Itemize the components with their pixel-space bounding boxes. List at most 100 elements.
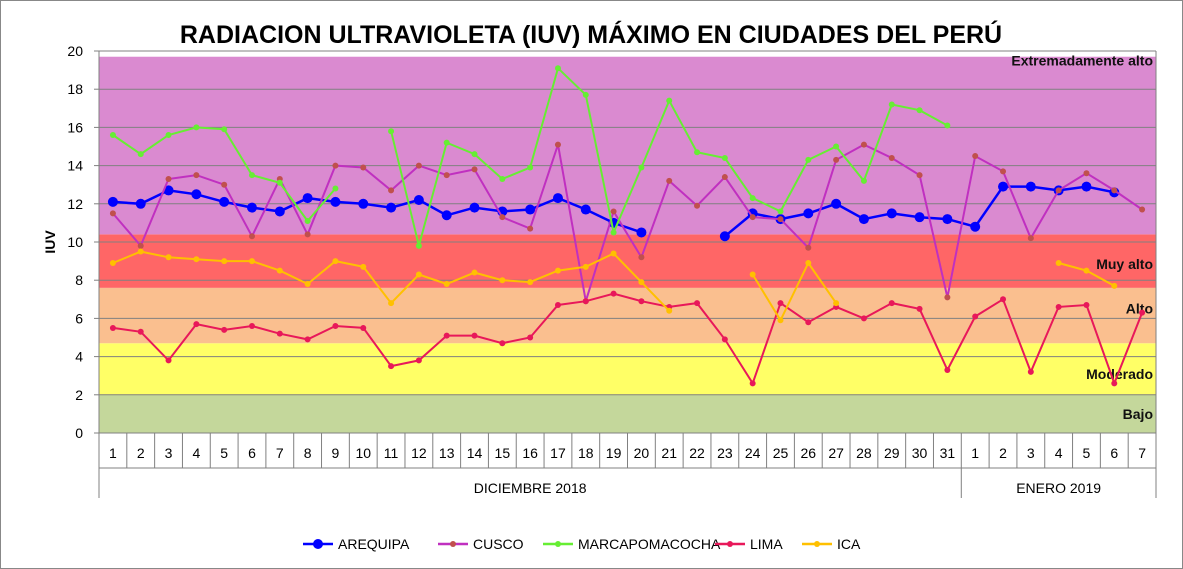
x-tick-label: 14	[467, 445, 483, 461]
x-tick-label: 10	[355, 445, 371, 461]
data-point-arequipa	[274, 206, 285, 217]
data-point-ica	[777, 317, 784, 324]
data-point-ica	[1083, 267, 1090, 274]
data-point-arequipa	[525, 204, 536, 215]
data-point-arequipa	[191, 189, 202, 200]
data-point-lima	[860, 315, 867, 322]
data-point-marcapomacocha	[805, 156, 812, 163]
x-tick-label: 30	[912, 445, 928, 461]
data-point-lima	[248, 323, 255, 330]
x-tick-label: 8	[304, 445, 312, 461]
data-point-lima	[443, 332, 450, 339]
data-point-cusco	[833, 156, 840, 163]
x-tick-label: 18	[578, 445, 594, 461]
data-point-lima	[610, 290, 617, 297]
data-point-cusco	[137, 242, 144, 249]
data-point-lima	[1027, 368, 1034, 375]
data-point-cusco	[499, 214, 506, 221]
data-point-marcapomacocha	[554, 65, 561, 72]
data-point-lima	[916, 305, 923, 312]
data-point-lima	[527, 334, 534, 341]
x-tick-label: 15	[495, 445, 511, 461]
y-tick-label: 6	[75, 310, 83, 326]
data-point-cusco	[972, 153, 979, 160]
data-point-arequipa	[386, 202, 397, 213]
data-point-arequipa	[413, 194, 424, 205]
data-point-arequipa	[358, 198, 369, 209]
data-point-cusco	[1111, 187, 1118, 194]
data-point-marcapomacocha	[527, 164, 534, 171]
data-point-ica	[276, 267, 283, 274]
data-point-cusco	[638, 254, 645, 261]
x-group-label: DICIEMBRE 2018	[474, 480, 587, 496]
x-tick-label: 9	[332, 445, 340, 461]
data-point-marcapomacocha	[443, 139, 450, 146]
data-point-arequipa	[469, 202, 480, 213]
data-point-ica	[248, 258, 255, 265]
x-tick-label: 4	[192, 445, 200, 461]
data-point-cusco	[443, 172, 450, 179]
data-point-ica	[499, 277, 506, 284]
data-point-lima	[1055, 303, 1062, 310]
data-point-ica	[638, 279, 645, 286]
data-point-ica	[527, 279, 534, 286]
x-tick-label: 23	[717, 445, 733, 461]
data-point-marcapomacocha	[777, 208, 784, 215]
data-point-cusco	[944, 294, 951, 301]
data-point-cusco	[304, 231, 311, 238]
data-point-lima	[749, 380, 756, 387]
band-label: Muy alto	[1096, 256, 1153, 272]
data-point-marcapomacocha	[666, 97, 673, 104]
data-point-cusco	[694, 202, 701, 209]
data-point-cusco	[471, 166, 478, 173]
data-point-cusco	[527, 225, 534, 232]
x-tick-label: 3	[1027, 445, 1035, 461]
x-tick-label: 24	[745, 445, 761, 461]
data-point-cusco	[360, 164, 367, 171]
data-point-lima	[1083, 302, 1090, 309]
data-point-marcapomacocha	[638, 164, 645, 171]
data-point-arequipa	[831, 198, 842, 209]
data-point-marcapomacocha	[471, 151, 478, 158]
x-tick-label: 27	[828, 445, 844, 461]
data-point-marcapomacocha	[888, 101, 895, 108]
data-point-cusco	[332, 162, 339, 169]
band-label: Extremadamente alto	[1011, 53, 1153, 69]
data-point-marcapomacocha	[165, 132, 172, 139]
x-tick-label: 2	[999, 445, 1007, 461]
data-point-marcapomacocha	[833, 143, 840, 150]
x-group-label: ENERO 2019	[1016, 480, 1101, 496]
data-point-marcapomacocha	[749, 195, 756, 202]
x-tick-label: 12	[411, 445, 427, 461]
data-point-marcapomacocha	[582, 91, 589, 98]
legend-label: AREQUIPA	[338, 536, 410, 552]
legend-marker-cusco	[450, 541, 456, 547]
data-point-cusco	[1055, 187, 1062, 194]
x-tick-label: 5	[220, 445, 228, 461]
data-point-cusco	[749, 214, 756, 221]
data-point-marcapomacocha	[332, 185, 339, 192]
data-point-ica	[332, 258, 339, 265]
data-point-lima	[471, 332, 478, 339]
x-tick-label: 6	[248, 445, 256, 461]
data-point-marcapomacocha	[610, 229, 617, 236]
x-tick-label: 5	[1083, 445, 1091, 461]
band-label: Moderado	[1086, 366, 1153, 382]
data-point-arequipa	[970, 221, 981, 232]
data-point-lima	[332, 323, 339, 330]
data-point-arequipa	[1081, 181, 1092, 192]
y-tick-label: 0	[75, 425, 83, 441]
data-point-arequipa	[219, 196, 230, 207]
data-point-lima	[499, 340, 506, 347]
x-tick-label: 7	[1138, 445, 1146, 461]
data-point-marcapomacocha	[860, 177, 867, 184]
x-tick-label: 31	[940, 445, 956, 461]
x-tick-label: 28	[856, 445, 872, 461]
data-point-arequipa	[998, 181, 1009, 192]
y-tick-label: 12	[67, 196, 83, 212]
data-point-arequipa	[858, 214, 869, 225]
data-point-marcapomacocha	[499, 175, 506, 182]
data-point-cusco	[1000, 168, 1007, 175]
